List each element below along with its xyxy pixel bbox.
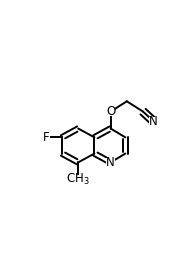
Text: CH$_3$: CH$_3$ bbox=[66, 172, 90, 187]
Text: N: N bbox=[149, 115, 158, 128]
Text: O: O bbox=[106, 105, 115, 118]
Text: N: N bbox=[106, 156, 115, 169]
FancyBboxPatch shape bbox=[149, 117, 158, 125]
FancyBboxPatch shape bbox=[41, 133, 50, 141]
FancyBboxPatch shape bbox=[106, 158, 115, 166]
FancyBboxPatch shape bbox=[106, 107, 115, 116]
Text: F: F bbox=[43, 131, 49, 144]
FancyBboxPatch shape bbox=[72, 175, 85, 183]
